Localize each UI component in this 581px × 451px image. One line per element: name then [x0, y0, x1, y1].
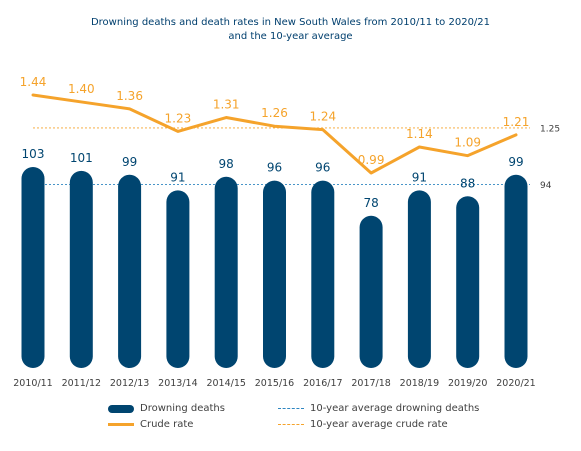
crude-rate-value-label: 1.36	[116, 89, 143, 103]
crude-rate-value-label: 1.23	[165, 111, 192, 125]
bar-value-label: 103	[22, 147, 45, 161]
bar-drowning-deaths	[21, 167, 45, 368]
crude-rate-value-label: 1.26	[261, 106, 288, 120]
x-tick-label: 2014/15	[206, 378, 245, 389]
bar-drowning-deaths	[359, 215, 383, 368]
bar-value-label: 96	[315, 161, 330, 175]
legend-item-avg-rate: 10-year average crude rate	[278, 419, 448, 430]
legend-label: Crude rate	[140, 419, 194, 430]
bar-value-label: 101	[70, 151, 93, 165]
chart-subtitle: and the 10-year average	[228, 31, 353, 42]
x-tick-label: 2013/14	[158, 378, 197, 389]
x-tick-label: 2015/16	[255, 378, 294, 389]
x-tick-label: 2012/13	[110, 378, 149, 389]
bar-value-label: 91	[412, 170, 427, 184]
bar-drowning-deaths	[456, 196, 480, 368]
crude-rate-value-label: 1.21	[503, 115, 530, 129]
crude-rate-value-label: 1.14	[406, 127, 433, 141]
bar-drowning-deaths	[407, 190, 431, 368]
chart-title: Drowning deaths and death rates in New S…	[90, 17, 491, 28]
crude-rate-value-label: 1.24	[309, 110, 336, 124]
bar-drowning-deaths	[69, 170, 93, 368]
crude-rate-value-label: 1.31	[213, 98, 240, 112]
bar-drowning-deaths	[214, 176, 238, 368]
legend-label: 10-year average drowning deaths	[310, 403, 480, 414]
bar-value-label: 96	[267, 161, 282, 175]
bar-value-label: 91	[170, 170, 185, 184]
bar-value-label: 99	[508, 155, 523, 169]
avg-crude-rate-label: 1.25	[540, 124, 560, 134]
crude-rate-value-label: 0.99	[358, 153, 385, 167]
legend-item-crude-rate: Crude rate	[108, 419, 193, 430]
bar-value-label: 78	[363, 196, 378, 210]
bar-drowning-deaths	[166, 190, 190, 368]
x-tick-label: 2016/17	[303, 378, 342, 389]
bar-drowning-deaths	[263, 180, 286, 368]
legend-swatch-dash	[278, 408, 304, 409]
legend-label: Drowning deaths	[140, 403, 225, 414]
bar-drowning-deaths	[311, 180, 335, 368]
bar-drowning-deaths	[118, 174, 142, 368]
legend-item-drowning-deaths: Drowning deaths	[108, 403, 225, 414]
crude-rate-value-label: 1.40	[68, 82, 95, 96]
legend-swatch-bar	[108, 404, 134, 413]
crude-rate-value-label: 1.09	[454, 136, 481, 150]
bar-value-label: 99	[122, 155, 137, 169]
legend-item-avg-deaths: 10-year average drowning deaths	[278, 403, 479, 414]
x-tick-label: 2020/21	[496, 378, 535, 389]
x-tick-label: 2018/19	[400, 378, 439, 389]
crude-rate-value-label: 1.44	[20, 75, 47, 89]
legend-swatch-line	[108, 423, 134, 426]
x-tick-label: 2011/12	[62, 378, 101, 389]
x-tick-label: 2019/20	[448, 378, 487, 389]
x-tick-label: 2010/11	[13, 378, 52, 389]
legend-swatch-dash	[278, 424, 304, 425]
legend-label: 10-year average crude rate	[310, 419, 448, 430]
avg-drowning-deaths-label: 94	[540, 181, 552, 191]
bar-drowning-deaths	[504, 174, 528, 368]
bar-value-label: 98	[219, 157, 234, 171]
x-tick-label: 2017/18	[351, 378, 390, 389]
bar-value-label: 88	[460, 176, 475, 190]
